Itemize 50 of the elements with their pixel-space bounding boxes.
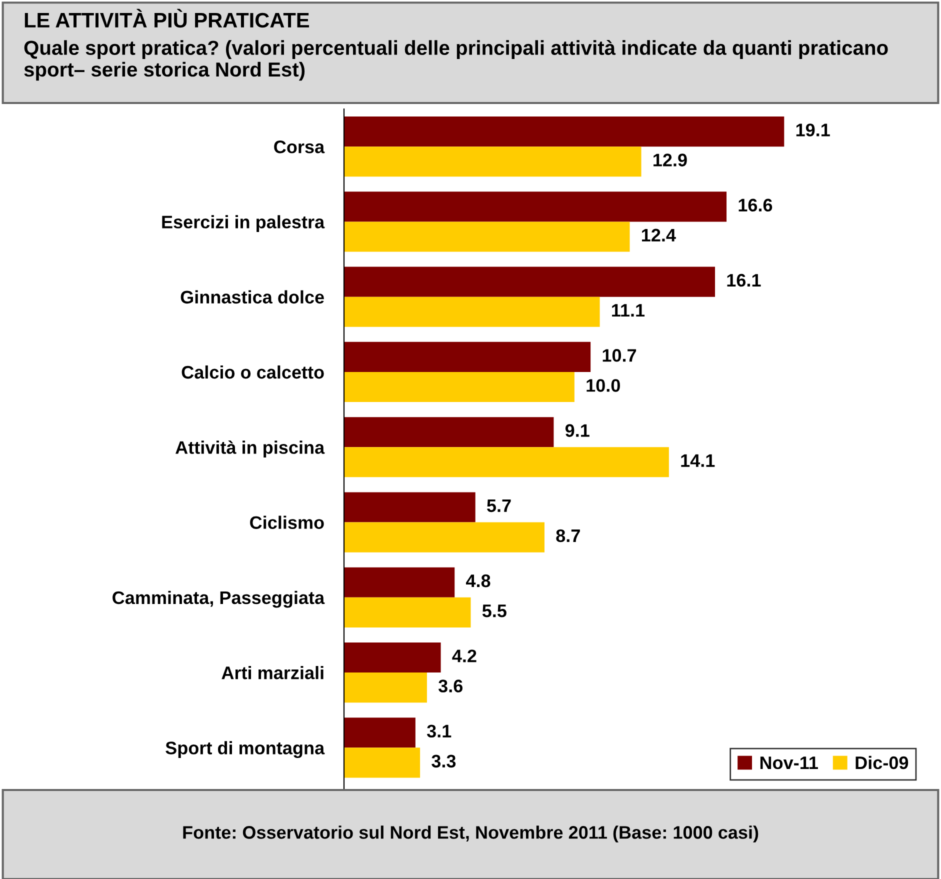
bar xyxy=(344,492,476,522)
y-tick-label: Sport di montagna xyxy=(166,741,325,758)
bar xyxy=(344,342,591,372)
bar xyxy=(344,567,455,598)
bar xyxy=(344,296,600,327)
chart-subtitle: Quale sport pratica? (valori percentuali delle principali attività indicate da quanti praticano sport– serie storica Nord Est) xyxy=(24,40,888,81)
bar xyxy=(344,718,416,748)
data-label: 16.1 xyxy=(727,274,761,287)
bar xyxy=(344,116,784,147)
data-label: 11.1 xyxy=(612,304,645,317)
bar xyxy=(344,417,554,448)
data-label: 3.1 xyxy=(426,724,452,738)
data-label: 16.6 xyxy=(738,198,772,212)
data-label: 19.1 xyxy=(796,124,830,136)
text: LE ATTIVITÀ PIÙ PRATICATE xyxy=(24,8,309,28)
data-label: 3.3 xyxy=(432,754,456,768)
y-tick-label: Esercizi in palestra xyxy=(162,215,325,232)
bar xyxy=(344,222,630,252)
data-label: 5.7 xyxy=(487,499,511,512)
data-label: 12.9 xyxy=(654,154,687,166)
bar xyxy=(344,146,642,177)
legend-label: Nov-11 xyxy=(760,756,818,770)
data-label: 9.1 xyxy=(565,424,590,437)
data-label: 12.4 xyxy=(642,228,676,242)
data-label: 10.0 xyxy=(586,379,620,392)
bar xyxy=(344,642,441,673)
bar xyxy=(344,266,716,297)
y-tick-label: Attività in piscina xyxy=(176,440,325,458)
bar xyxy=(344,372,574,402)
bar xyxy=(344,597,471,628)
y-tick-label: Arti marziali xyxy=(222,666,324,680)
data-label: 4.2 xyxy=(452,650,476,662)
y-tick-label: Ginnastica dolce xyxy=(180,290,324,304)
bar xyxy=(344,522,544,552)
y-tick-label: Calcio o calcetto xyxy=(182,365,324,379)
data-label: 8.7 xyxy=(556,529,580,542)
bar xyxy=(344,192,727,222)
bar xyxy=(344,748,420,778)
bar xyxy=(344,672,427,703)
data-label: 3.6 xyxy=(438,680,463,692)
data-label: 5.5 xyxy=(482,604,506,618)
y-tick-label: Camminata, Passeggiata xyxy=(112,590,325,608)
data-label: 10.7 xyxy=(602,349,636,362)
data-label: 4.8 xyxy=(466,574,490,588)
legend-label: Dic-09 xyxy=(856,756,908,770)
bar xyxy=(344,447,669,478)
source-note: Fonte: Osservatorio sul Nord Est, Novembre 2011 (Base: 1000 casi) xyxy=(183,826,758,842)
data-label: 14.1 xyxy=(681,454,715,467)
y-tick-label: Corsa xyxy=(274,140,325,154)
y-tick-label: Ciclismo xyxy=(250,516,324,529)
